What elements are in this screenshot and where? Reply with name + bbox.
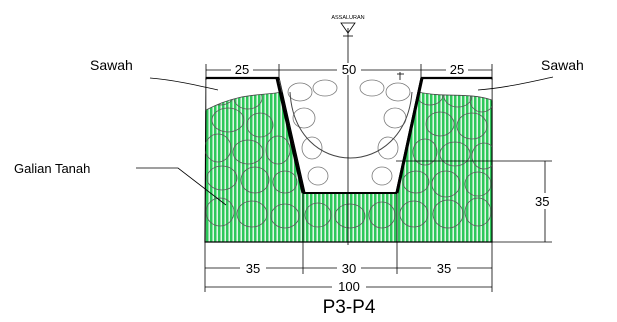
label-right-field: Sawah (541, 57, 584, 73)
dim-bottom-left: 35 (246, 261, 260, 276)
dim-top-left: 25 (235, 62, 249, 77)
channel-interior (287, 79, 411, 186)
rock-texture (205, 84, 492, 229)
assaluran-marker: ASSALURAN (331, 15, 365, 37)
top-marker-label: ASSALURAN (331, 15, 364, 21)
ground-surface-right (417, 77, 493, 101)
ground-surface-left (205, 77, 283, 111)
dim-bottom-middle: 30 (342, 261, 356, 276)
leader-right-field (477, 76, 554, 91)
leader-excavation (136, 167, 227, 206)
channel-lining (206, 76, 492, 194)
dim-top-middle: 50 (342, 62, 356, 77)
dim-total: 100 (338, 279, 360, 294)
dim-depth: 35 (535, 194, 549, 209)
label-left-field: Sawah (90, 57, 133, 73)
section-title: P3-P4 (323, 297, 376, 318)
leader-left-field (149, 77, 219, 91)
dim-bottom-right: 35 (437, 261, 451, 276)
soil-body (204, 77, 493, 243)
label-excavation: Galian Tanah (14, 161, 90, 176)
water-profile (289, 91, 413, 159)
dim-top-right: 25 (450, 62, 464, 77)
